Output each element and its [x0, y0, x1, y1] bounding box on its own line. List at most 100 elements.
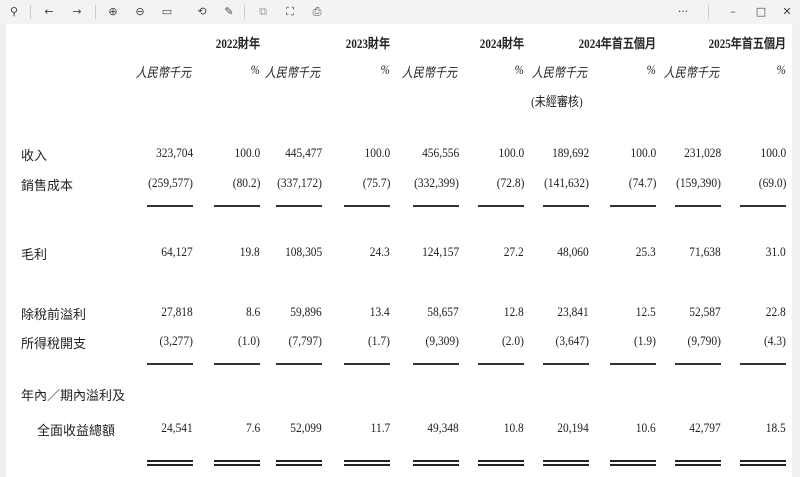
table-cell: 323,704: [155, 145, 193, 160]
subtotal-underline: [276, 205, 322, 207]
total-double-underline: [610, 460, 656, 466]
total-double-underline: [214, 460, 260, 466]
table-cell: 24,541: [161, 420, 193, 435]
total-double-underline: [276, 460, 322, 466]
table-cell: 10.6: [635, 420, 656, 435]
viewer-toolbar: ⚲ ← → ⊕ ⊖ ▭ ⟲ ✎ ⧉ ⛶ ⎙ ··· – □ ✕: [0, 0, 800, 24]
table-cell: 12.5: [635, 304, 656, 319]
subtotal-underline: [543, 205, 589, 207]
row-label: 毛利: [21, 247, 48, 262]
unit-label: 人民幣千元: [531, 65, 587, 80]
export-icon[interactable]: ⎙: [312, 5, 322, 18]
unit-label: 人民幣千元: [264, 65, 320, 80]
subtotal-underline: [147, 205, 193, 207]
total-double-underline: [543, 460, 589, 466]
table-cell: 49,348: [427, 420, 459, 435]
total-double-underline: [344, 460, 390, 466]
table-cell: 58,657: [427, 304, 459, 319]
more-icon[interactable]: ···: [677, 5, 689, 18]
subtotal-underline: [413, 363, 459, 365]
period-header: 2024財年: [479, 36, 524, 51]
table-cell: (75.7): [362, 175, 390, 190]
period-header: 2024年首五個月: [578, 36, 656, 51]
table-cell: 22.8: [765, 304, 786, 319]
table-cell: (72.8): [496, 175, 524, 190]
fullscreen-icon[interactable]: ⛶: [286, 5, 294, 18]
table-cell: 52,587: [689, 304, 721, 319]
table-cell: (3,277): [159, 333, 193, 348]
subtotal-underline: [478, 363, 524, 365]
subtotal-underline: [740, 363, 786, 365]
table-cell: (74.7): [628, 175, 656, 190]
unit-label: 人民幣千元: [663, 65, 719, 80]
zoom-in-icon[interactable]: ⊕: [108, 5, 118, 18]
table-cell: 100.0: [760, 145, 786, 160]
subtotal-underline: [610, 363, 656, 365]
table-cell: 48,060: [557, 244, 589, 259]
unaudited-label: (未經審核): [531, 94, 583, 109]
total-double-underline: [740, 460, 786, 466]
subtotal-underline: [543, 363, 589, 365]
rotate-icon[interactable]: ⟲: [197, 5, 207, 18]
table-cell: 25.3: [635, 244, 656, 259]
table-cell: (1.0): [238, 333, 260, 348]
forward-icon[interactable]: →: [72, 5, 82, 18]
table-cell: 27,818: [161, 304, 193, 319]
minimize-icon[interactable]: –: [730, 5, 736, 18]
table-cell: 12.8: [503, 304, 524, 319]
close-icon[interactable]: ✕: [782, 5, 792, 18]
table-cell: (9,309): [425, 333, 459, 348]
row-label: 所得稅開支: [21, 336, 87, 351]
table-cell: (332,399): [414, 175, 459, 190]
row-label: 除稅前溢利: [21, 307, 87, 322]
unit-label: 人民幣千元: [401, 65, 457, 80]
table-cell: (7,797): [288, 333, 322, 348]
document-page: 2022財年 人民幣千元% 2023財年 人民幣千元% 2024財年 人民幣千元% 2024…: [6, 24, 792, 477]
row-label: 收入: [21, 148, 48, 163]
table-cell: 124,157: [421, 244, 459, 259]
fit-page-icon[interactable]: ▭: [161, 5, 173, 18]
table-cell: 456,556: [421, 145, 459, 160]
divider: [708, 5, 709, 19]
period-header: 2025年首五個月: [708, 36, 786, 51]
table-cell: 100.0: [234, 145, 260, 160]
table-cell: 20,194: [557, 420, 589, 435]
table-cell: (69.0): [758, 175, 786, 190]
maximize-icon[interactable]: □: [755, 5, 767, 18]
total-double-underline: [675, 460, 721, 466]
pages-icon[interactable]: ⧉: [259, 5, 267, 18]
subtotal-underline: [413, 205, 459, 207]
table-cell: 10.8: [503, 420, 524, 435]
table-cell: (1.9): [634, 333, 656, 348]
edit-icon[interactable]: ✎: [224, 5, 234, 18]
table-cell: 231,028: [683, 145, 721, 160]
table-cell: (259,577): [148, 175, 193, 190]
unit-label: 人民幣千元: [135, 65, 191, 80]
subtotal-underline: [344, 205, 390, 207]
divider: [244, 5, 245, 19]
pin-icon[interactable]: ⚲: [9, 5, 19, 18]
percent-label: %: [646, 62, 656, 77]
table-cell: 100.0: [364, 145, 390, 160]
table-cell: 189,692: [551, 145, 589, 160]
table-cell: 31.0: [765, 244, 786, 259]
table-cell: 19.8: [239, 244, 260, 259]
table-cell: 59,896: [290, 304, 322, 319]
table-cell: (4.3): [764, 333, 786, 348]
table-cell: 7.6: [245, 420, 260, 435]
table-cell: (80.2): [232, 175, 260, 190]
subtotal-underline: [478, 205, 524, 207]
table-cell: (1.7): [368, 333, 390, 348]
table-cell: 108,305: [284, 244, 322, 259]
table-cell: (2.0): [502, 333, 524, 348]
table-cell: 64,127: [161, 244, 193, 259]
subtotal-underline: [675, 205, 721, 207]
back-icon[interactable]: ←: [44, 5, 54, 18]
table-cell: 27.2: [503, 244, 524, 259]
row-label: 銷售成本: [21, 178, 74, 193]
zoom-out-icon[interactable]: ⊖: [135, 5, 145, 18]
subtotal-underline: [147, 363, 193, 365]
total-double-underline: [413, 460, 459, 466]
table-cell: 52,099: [290, 420, 322, 435]
subtotal-underline: [675, 363, 721, 365]
